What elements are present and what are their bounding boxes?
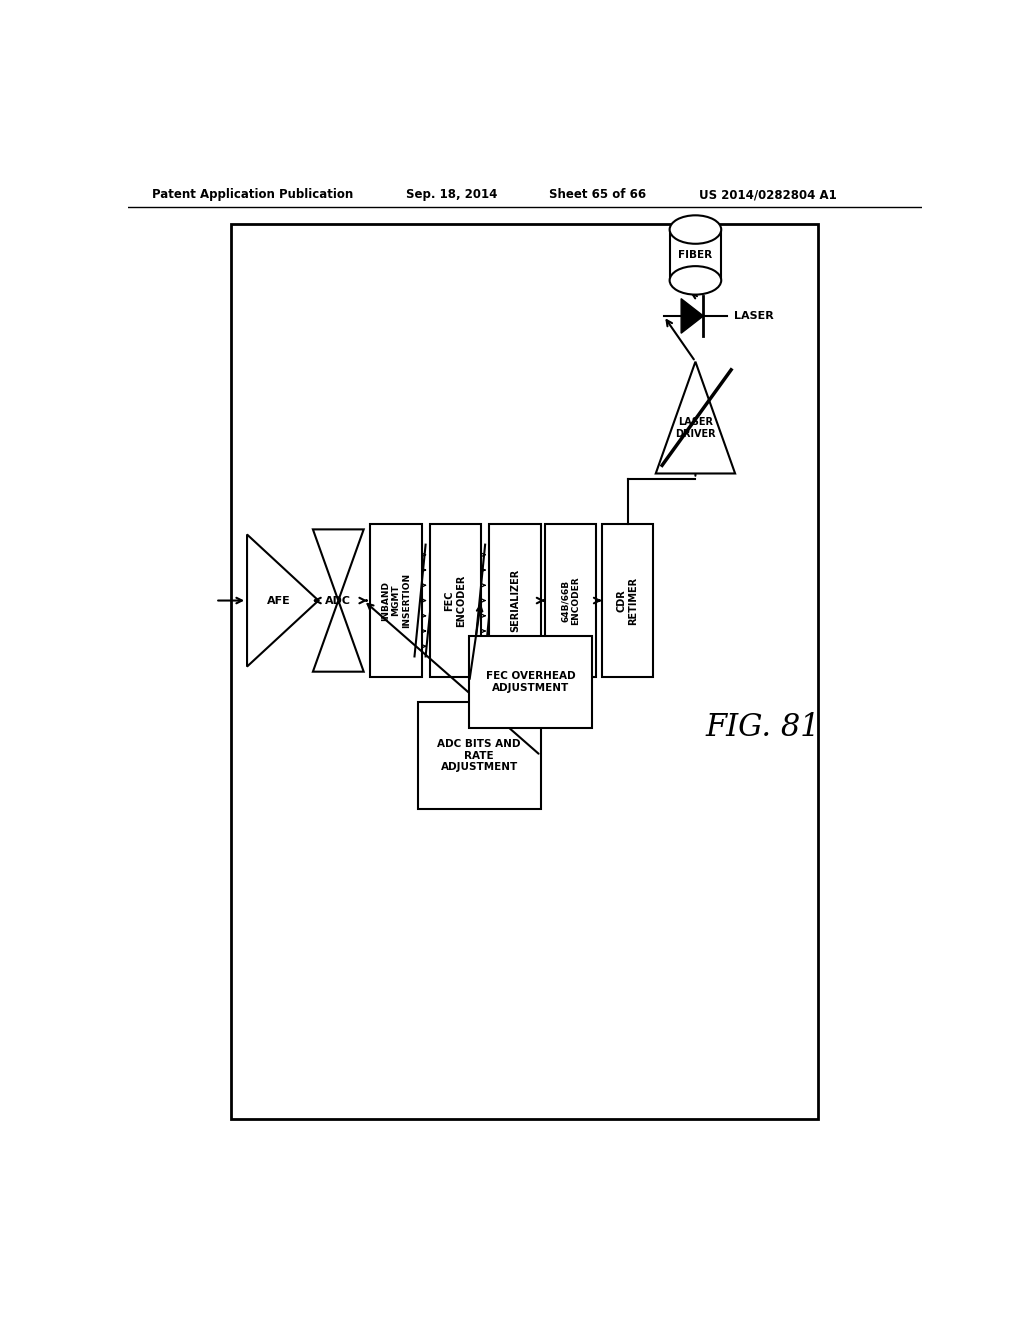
Ellipse shape — [670, 215, 721, 244]
Polygon shape — [655, 362, 735, 474]
Text: ADC BITS AND
RATE
ADJUSTMENT: ADC BITS AND RATE ADJUSTMENT — [437, 739, 521, 772]
Polygon shape — [681, 298, 703, 333]
Text: FEC
ENCODER: FEC ENCODER — [444, 574, 466, 627]
Polygon shape — [313, 529, 364, 601]
Bar — [469, 636, 592, 727]
Bar — [545, 524, 596, 677]
Text: FEC OVERHEAD
ADJUSTMENT: FEC OVERHEAD ADJUSTMENT — [486, 671, 575, 693]
Bar — [430, 524, 481, 677]
Bar — [418, 702, 541, 809]
Text: FIG. 81: FIG. 81 — [706, 711, 820, 743]
Polygon shape — [247, 535, 318, 667]
Text: 64B/66B
ENCODER: 64B/66B ENCODER — [561, 577, 581, 624]
Text: US 2014/0282804 A1: US 2014/0282804 A1 — [699, 189, 838, 202]
Text: CDR
RETIMER: CDR RETIMER — [616, 577, 638, 624]
Text: AFE: AFE — [267, 595, 291, 606]
Text: LASER: LASER — [733, 312, 773, 321]
Text: FIBER: FIBER — [678, 249, 713, 260]
Bar — [489, 524, 541, 677]
Text: Sep. 18, 2014: Sep. 18, 2014 — [406, 189, 497, 202]
Text: SERIALIZER: SERIALIZER — [510, 569, 520, 632]
Bar — [670, 230, 721, 280]
Text: INBAND
MGMT
INSERTION: INBAND MGMT INSERTION — [381, 573, 411, 628]
Bar — [602, 524, 653, 677]
Text: LASER
DRIVER: LASER DRIVER — [675, 417, 716, 438]
Ellipse shape — [670, 267, 721, 294]
Text: ADC: ADC — [326, 595, 351, 606]
Polygon shape — [313, 601, 364, 672]
Bar — [231, 224, 818, 1119]
Text: Patent Application Publication: Patent Application Publication — [152, 189, 353, 202]
Bar — [370, 524, 422, 677]
Text: Sheet 65 of 66: Sheet 65 of 66 — [549, 189, 646, 202]
